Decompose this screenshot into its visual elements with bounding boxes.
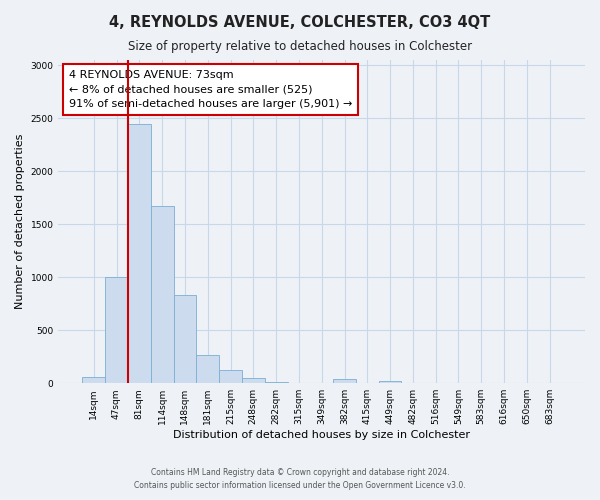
Bar (151, 206, 173, 383)
Bar (128, 124, 151, 383)
Bar (379, 381, 401, 383)
Bar (265, 382, 287, 383)
Bar (242, 378, 265, 383)
Bar (333, 380, 356, 383)
Y-axis label: Number of detached properties: Number of detached properties (15, 134, 25, 310)
Bar (173, 296, 196, 383)
X-axis label: Distribution of detached houses by size in Colchester: Distribution of detached houses by size … (173, 430, 470, 440)
Text: 4 REYNOLDS AVENUE: 73sqm
← 8% of detached houses are smaller (525)
91% of semi-d: 4 REYNOLDS AVENUE: 73sqm ← 8% of detache… (69, 70, 352, 110)
Bar (219, 370, 242, 383)
Text: Size of property relative to detached houses in Colchester: Size of property relative to detached ho… (128, 40, 472, 53)
Text: 4, REYNOLDS AVENUE, COLCHESTER, CO3 4QT: 4, REYNOLDS AVENUE, COLCHESTER, CO3 4QT (109, 15, 491, 30)
Bar (105, 277, 128, 383)
Text: Contains HM Land Registry data © Crown copyright and database right 2024.
Contai: Contains HM Land Registry data © Crown c… (134, 468, 466, 490)
Bar (82, 377, 105, 383)
Bar (196, 354, 219, 383)
